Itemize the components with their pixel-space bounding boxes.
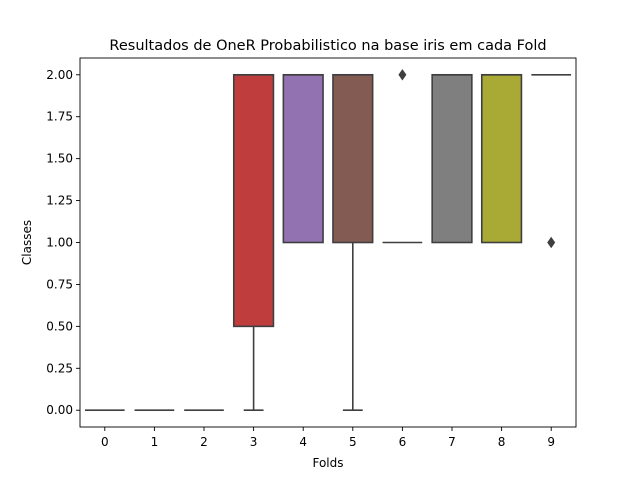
box-group-fold-9 <box>531 73 572 249</box>
box-fold-3 <box>232 73 275 328</box>
plot-frame <box>79 57 577 428</box>
x-tick-label: 0 <box>101 435 109 449</box>
x-tick-label: 4 <box>299 435 307 449</box>
y-tick-label: 1.00 <box>46 236 73 250</box>
x-tick-label: 8 <box>498 435 506 449</box>
x-tick-label: 7 <box>448 435 456 449</box>
y-tick-label: 0.50 <box>46 319 73 333</box>
x-tick-label: 3 <box>250 435 258 449</box>
y-tick-label: 1.50 <box>46 152 73 166</box>
y-tick-label: 1.75 <box>46 110 73 124</box>
x-tick-label: 1 <box>151 435 159 449</box>
box-group-fold-6 <box>382 69 423 244</box>
y-axis-label: Classes <box>20 220 34 265</box>
x-axis-label: Folds <box>312 456 343 470</box>
outlier-point <box>547 236 556 249</box>
x-tick-label: 5 <box>349 435 357 449</box>
box-fold-8 <box>480 73 523 244</box>
x-tick-label: 9 <box>547 435 555 449</box>
y-tick-label: 0.00 <box>46 403 73 417</box>
box-fold-4 <box>282 73 324 244</box>
box-group-fold-8 <box>480 73 523 244</box>
box-group-fold-7 <box>431 73 473 244</box>
outlier-point <box>398 69 407 81</box>
chart-title: Resultados de OneR Probabilistico na bas… <box>109 38 546 54</box>
x-tick-label: 2 <box>200 435 208 449</box>
box-group-fold-5 <box>332 73 374 412</box>
box-group-fold-3 <box>232 73 275 412</box>
y-tick-label: 0.75 <box>46 277 73 291</box>
y-tick-label: 2.00 <box>46 68 73 82</box>
plot-area <box>84 69 572 412</box>
x-axis: 0 1 2 3 4 5 6 7 8 9 <box>101 427 555 449</box>
y-axis: 0.00 0.25 0.50 0.75 1.00 1.25 1.50 1.75 2.00 <box>46 68 80 417</box>
x-tick-label: 6 <box>399 435 407 449</box>
box-fold-7 <box>431 73 473 244</box>
box-group-fold-4 <box>282 73 324 244</box>
box-fold-5 <box>332 73 374 244</box>
y-tick-label: 1.25 <box>46 194 73 208</box>
y-tick-label: 0.25 <box>46 361 73 375</box>
